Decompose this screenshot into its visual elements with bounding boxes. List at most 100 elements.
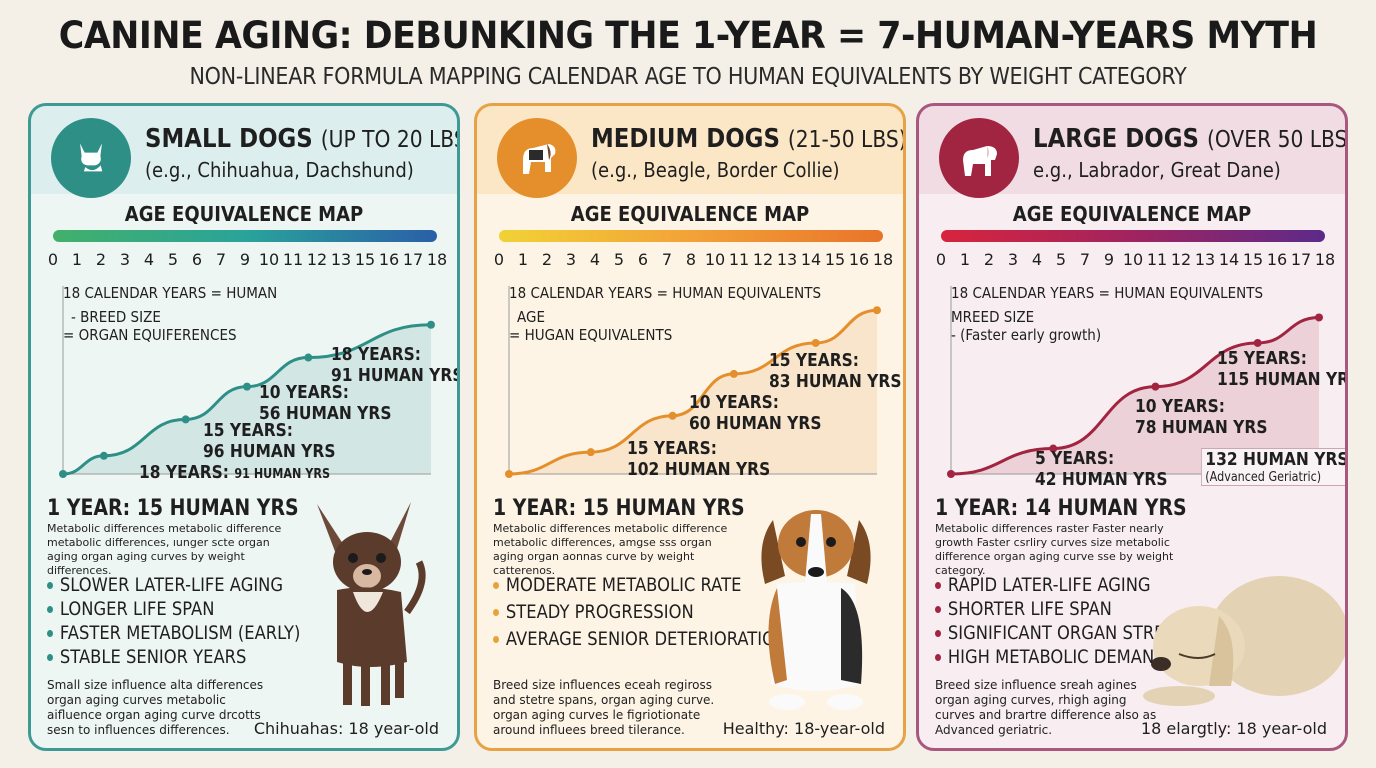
trait-item: AVERAGE SENIOR DETERIORATION	[493, 628, 787, 655]
age-gradient-bar	[499, 230, 883, 242]
curve-point	[668, 411, 677, 420]
panel-title: MEDIUM DOGS (21-50 LBS)	[591, 124, 906, 154]
footnote: Small size influence alta differences or…	[47, 678, 264, 737]
age-tick: 11	[1146, 250, 1168, 269]
age-tick: 15	[354, 250, 376, 269]
age-tick: 17	[402, 250, 424, 269]
age-ticks: 0 1 2 3 4 5 7 9 10 11 12 13 14 15 16 17 18	[933, 250, 1335, 270]
age-tick: 14	[800, 250, 822, 269]
curve-point	[59, 470, 67, 478]
age-tick: 5	[167, 250, 179, 269]
age-tick: 3	[119, 250, 131, 269]
age-tick: 9	[1103, 250, 1115, 269]
trait-item: MODERATE METABOLIC RATE	[493, 574, 787, 601]
age-tick: 4	[589, 250, 601, 269]
curve-point	[505, 470, 513, 478]
age-tick: 7	[1079, 250, 1091, 269]
age-label: 132 HUMAN YRS (Advanced Geriatric)	[1201, 448, 1345, 486]
trait-item: STEADY PROGRESSION	[493, 601, 787, 628]
age-tick: 6	[637, 250, 649, 269]
age-tick: 5	[1055, 250, 1067, 269]
page-title: CANINE AGING: DEBUNKING THE 1-YEAR = 7-H…	[58, 14, 1318, 57]
age-tick: 2	[983, 250, 995, 269]
trait-list: RAPID LATER-LIFE AGING SHORTER LIFE SPAN…	[935, 574, 1226, 670]
footnote: Breed size influences eceah regiross and…	[493, 678, 715, 737]
age-tick: 4	[143, 250, 155, 269]
curve-area	[951, 317, 1319, 474]
trait-item: SHORTER LIFE SPAN	[935, 598, 1185, 622]
description: Metabolic differences raster Faster near…	[935, 522, 1174, 577]
year-one-equivalent: 1 YEAR: 15 HUMAN YRS	[493, 496, 745, 521]
curve-point	[181, 415, 190, 424]
trait-item: SLOWER LATER-LIFE AGING	[47, 574, 300, 598]
photo-caption: Healthy: 18-year-old	[722, 719, 885, 738]
age-tick: 1	[71, 250, 83, 269]
curve-point	[811, 338, 820, 347]
age-label: 10 YEARS: 60 HUMAN YRS	[689, 392, 822, 434]
age-tick: 10	[1122, 250, 1144, 269]
age-tick: 3	[1007, 250, 1019, 269]
year-one-equivalent: 1 YEAR: 15 HUMAN YRS	[47, 496, 299, 521]
trait-item: STABLE SENIOR YEARS	[47, 646, 300, 670]
year-one-equivalent: 1 YEAR: 14 HUMAN YRS	[935, 496, 1187, 521]
description: Metabolic differences metabolic differen…	[493, 522, 728, 577]
age-tick: 7	[661, 250, 673, 269]
chart-note-3: = ORGAN EQUIFERENCES	[63, 326, 237, 344]
panel-medium-dogs: MEDIUM DOGS (21-50 LBS) (e.g., Beagle, B…	[474, 103, 906, 751]
age-label: 10 YEARS: 56 HUMAN YRS	[259, 382, 392, 424]
photo-caption: Chihuahas: 18 year-old	[253, 719, 439, 738]
age-tick: 1	[517, 250, 529, 269]
chart-note-2: AGE	[517, 308, 545, 326]
age-tick: 1	[959, 250, 971, 269]
chart-note-3: - (Faster early growth)	[951, 326, 1102, 344]
beagle-photo	[761, 510, 871, 710]
curve-point	[873, 306, 881, 315]
panel-title: LARGE DOGS (OVER 50 LBS)	[1033, 124, 1348, 154]
chart-note-1: 18 CALENDAR YEARS = HUMAN EQUIVALENTS	[951, 284, 1264, 302]
age-tick: 8	[685, 250, 697, 269]
chart-note-1: 18 CALENDAR YEARS = HUMAN EQUIVALENTS	[509, 284, 822, 302]
curve-point	[243, 382, 251, 391]
chart-note-1: 18 CALENDAR YEARS = HUMAN	[63, 284, 278, 302]
curve-point	[1253, 338, 1262, 347]
trait-item: RAPID LATER-LIFE AGING	[935, 574, 1185, 598]
breed-examples: (e.g., Chihuahua, Dachshund)	[145, 158, 414, 182]
age-tick: 7	[215, 250, 227, 269]
trait-list: MODERATE METABOLIC RATE STEADY PROGRESSI…	[493, 574, 835, 655]
age-label: 15 YEARS: 83 HUMAN YRS	[769, 350, 902, 392]
age-tick: 0	[47, 250, 59, 269]
age-tick: 2	[95, 250, 107, 269]
age-tick: 6	[191, 250, 203, 269]
age-tick: 13	[1194, 250, 1216, 269]
age-tick: 13	[330, 250, 352, 269]
chihuahua-photo	[317, 502, 426, 706]
age-ticks: 0 1 2 3 4 5 6 7 9 10 11 12 13 15 16 17 18	[45, 250, 448, 270]
age-tick: 12	[306, 250, 328, 269]
page-subtitle: NON-LINEAR FORMULA MAPPING CALENDAR AGE …	[189, 64, 1187, 90]
panel-large-dogs: LARGE DOGS (OVER 50 LBS) e.g., Labrador,…	[916, 103, 1348, 751]
trait-item: FASTER METABOLISM (EARLY)	[47, 622, 300, 646]
age-tick: 18	[872, 250, 894, 269]
age-ticks: 0 1 2 3 4 5 6 7 8 10 11 12 13 14 15 16 18	[491, 250, 894, 270]
age-tick: 12	[1170, 250, 1192, 269]
age-label: 18 YEARS: 91 HUMAN YRS	[331, 344, 460, 386]
age-chart: 18 CALENDAR YEARS = HUMAN EQUIVALENTS MR…	[935, 278, 1345, 490]
beagle-icon	[497, 118, 577, 198]
curve-point	[947, 470, 955, 478]
age-tick: 16	[848, 250, 870, 269]
age-tick: 16	[1266, 250, 1288, 269]
age-label: 18 YEARS: 91 HUMAN YRS	[139, 462, 331, 483]
footnote: Breed size influence sreah agines organ …	[935, 678, 1157, 737]
map-title: AGE EQUIVALENCE MAP	[570, 202, 810, 226]
age-tick: 10	[704, 250, 726, 269]
photo-caption: 18 elargtly: 18 year-old	[1140, 719, 1327, 738]
age-gradient-bar	[941, 230, 1325, 242]
age-tick: 0	[935, 250, 947, 269]
curve-point	[1049, 444, 1058, 453]
age-tick: 10	[258, 250, 280, 269]
age-tick: 15	[1242, 250, 1264, 269]
age-tick: 15	[824, 250, 846, 269]
age-tick: 18	[426, 250, 448, 269]
age-gradient-bar	[53, 230, 437, 242]
breed-examples: (e.g., Beagle, Border Collie)	[591, 158, 840, 182]
